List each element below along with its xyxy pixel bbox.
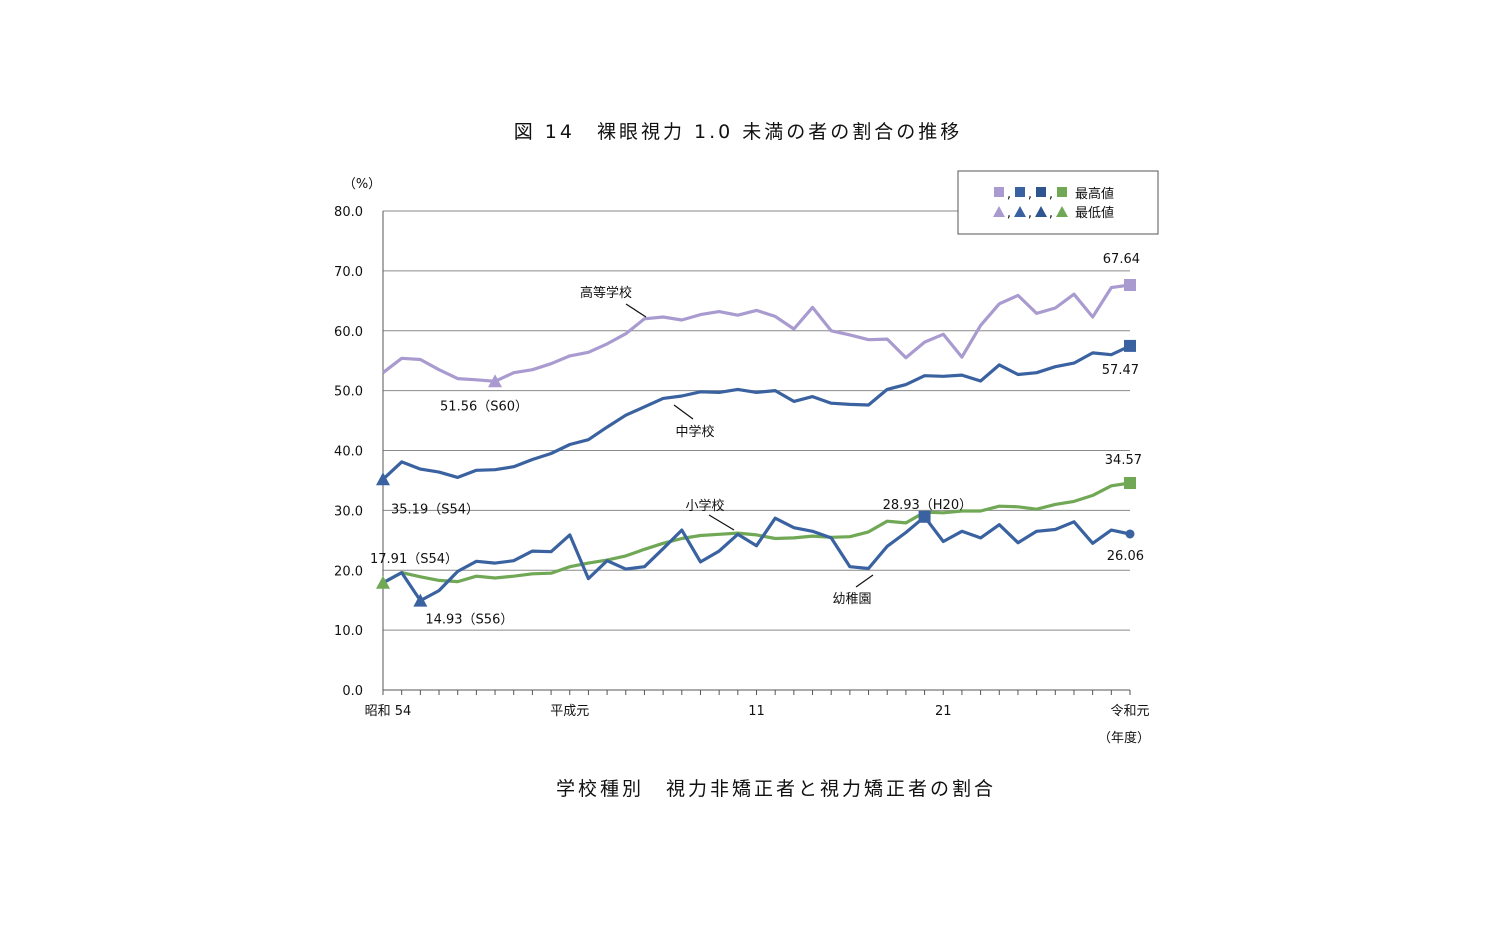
legend-row-max: ,,, 最高値: [994, 186, 1114, 202]
extreme-markers: [376, 279, 1136, 607]
y-tick-label: 20.0: [334, 564, 363, 579]
legend-triangle-icon: [1014, 206, 1026, 217]
x-tick-label: 昭和 54: [365, 704, 412, 719]
min-marker: [488, 374, 503, 388]
y-tick-label: 80.0: [334, 205, 363, 220]
value-annotations: 67.64 51.56（S60） 57.47 35.19（S54） 14.93（S56）…: [370, 252, 1144, 628]
series-line-0: [382, 283, 1131, 383]
series-label: 幼稚園: [832, 592, 871, 607]
x-tick-label: 11: [748, 704, 765, 719]
value-label: 35.19（S54）: [391, 502, 479, 517]
y-tick-label: 70.0: [334, 265, 363, 280]
legend-triangle-icon: [1056, 206, 1068, 217]
legend-comma: ,: [1007, 187, 1011, 202]
max-marker: [1124, 339, 1136, 352]
max-marker: [1124, 477, 1136, 490]
legend-max-label: 最高値: [1075, 186, 1114, 202]
legend-triangle-icon: [993, 206, 1005, 217]
legend: ,,, 最高値 ,,, 最低値: [957, 170, 1159, 235]
x-tick-label: 令和元: [1110, 704, 1149, 719]
y-tick-label: 30.0: [334, 504, 363, 519]
legend-square-icon: [1057, 187, 1067, 197]
min-marker: [376, 472, 390, 486]
legend-box: [957, 170, 1159, 235]
legend-square-icon: [1036, 187, 1046, 197]
legend-row-min: ,,, 最低値: [993, 205, 1114, 221]
chart-subtitle: 学校種別 視力非矯正者と視力矯正者の割合: [556, 778, 996, 800]
x-axis-unit: （年度）: [1098, 730, 1150, 746]
series-line-1: [381, 344, 1131, 481]
y-axis-ticks: 80.0 70.0 60.0 50.0 40.0 30.0 20.0 10.0 0.0: [334, 205, 363, 699]
legend-square-icon: [994, 187, 1004, 197]
legend-comma: ,: [1007, 206, 1011, 221]
legend-comma: ,: [1028, 187, 1032, 202]
legend-min-label: 最低値: [1075, 205, 1114, 221]
series-line-3: [382, 481, 1131, 585]
series-label: 高等学校: [580, 285, 632, 301]
y-tick-label: 10.0: [334, 624, 363, 639]
max-marker: [1124, 279, 1136, 292]
series-lines: [381, 283, 1131, 603]
value-label: 17.91（S54）: [370, 552, 458, 567]
x-tick-label: 平成元: [550, 704, 589, 719]
leader-line: [855, 574, 874, 588]
x-axis-ticks: 昭和 54 平成元 11 21 令和元: [365, 704, 1150, 719]
chart-title: 図 14 裸眼視力 1.0 未満の者の割合の推移: [514, 121, 963, 143]
series-label: 小学校: [685, 498, 724, 514]
y-tick-label: 0.0: [342, 684, 363, 699]
y-tick-label: 60.0: [334, 325, 363, 340]
value-label: 51.56（S60）: [440, 399, 528, 414]
max-marker: [918, 510, 931, 523]
leader-line: [673, 404, 694, 420]
last-marker: [1125, 529, 1135, 539]
leader-line: [625, 303, 647, 318]
value-label: 28.93（H20）: [883, 498, 973, 513]
series-label: 中学校: [675, 424, 714, 440]
legend-square-icon: [1015, 187, 1025, 197]
legend-comma: ,: [1028, 206, 1032, 221]
legend-triangle-icon: [1035, 206, 1047, 217]
x-tick-label: 21: [935, 704, 952, 719]
y-tick-label: 40.0: [334, 445, 363, 460]
leader-line: [708, 514, 735, 531]
legend-comma: ,: [1049, 187, 1053, 202]
value-label: 26.06: [1107, 549, 1144, 564]
series-line-2: [382, 515, 1131, 603]
value-label: 67.64: [1103, 252, 1140, 267]
min-marker: [413, 593, 428, 607]
gridlines: [382, 210, 1131, 695]
value-label: 34.57: [1105, 453, 1142, 468]
y-axis-unit: （%）: [343, 177, 381, 192]
min-marker: [376, 575, 390, 589]
y-tick-label: 50.0: [334, 385, 363, 400]
legend-comma: ,: [1049, 206, 1053, 221]
value-label: 14.93（S56）: [425, 613, 513, 628]
value-label: 57.47: [1102, 363, 1139, 378]
